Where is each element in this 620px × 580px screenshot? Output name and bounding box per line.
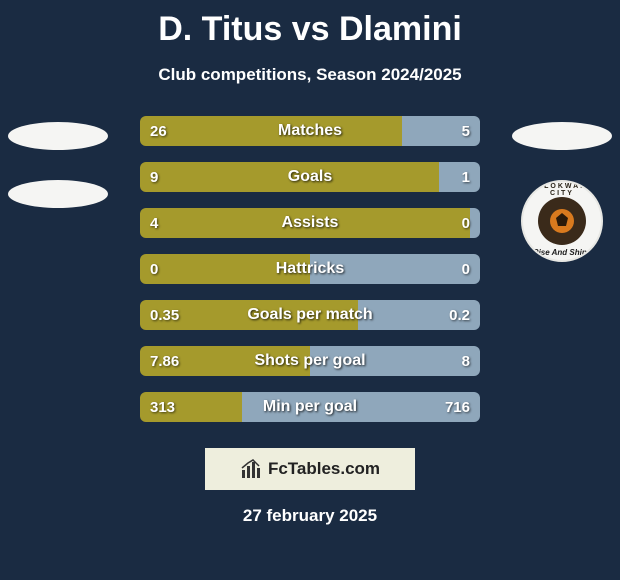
badge-top-text: POLOKWANE CITY [523,183,601,197]
club-left-logo-placeholder-1 [8,122,108,150]
stat-bar-right [439,162,480,192]
stat-row: Goals91 [140,162,480,192]
stat-bar-right [470,208,480,238]
stat-row: Shots per goal7.868 [140,346,480,376]
badge-inner-circle [538,197,586,245]
page-title: D. Titus vs Dlamini [0,0,620,49]
stat-bar-left [140,346,310,376]
stat-bar-left [140,300,358,330]
chart-icon [240,458,262,480]
footer-site-text: FcTables.com [268,459,380,479]
stat-bar-left [140,162,439,192]
stat-bar-right [242,392,480,422]
badge-bottom-text: Rise And Shine [523,248,601,257]
footer-site-box: FcTables.com [205,448,415,490]
club-right-logo-placeholder [512,122,612,150]
stat-bar-left [140,254,310,284]
stats-bars: Matches265 Goals91 Assists40 Hattricks00 Goa… [140,116,480,438]
stat-bar-left [140,116,402,146]
stat-row: Assists40 [140,208,480,238]
footer-date: 27 february 2025 [0,506,620,526]
stat-bar-left [140,208,470,238]
stat-row: Hattricks00 [140,254,480,284]
stat-row: Goals per match0.350.2 [140,300,480,330]
stat-bar-right [402,116,480,146]
subtitle: Club competitions, Season 2024/2025 [0,65,620,85]
soccer-ball-icon [545,204,579,238]
stat-bar-right [310,346,480,376]
stat-bar-right [358,300,480,330]
stat-row: Min per goal313716 [140,392,480,422]
club-right-column: POLOKWANE CITY Rise And Shine [512,122,612,262]
stat-bar-left [140,392,242,422]
club-right-badge: POLOKWANE CITY Rise And Shine [521,180,603,262]
stat-bar-right [310,254,480,284]
stat-row: Matches265 [140,116,480,146]
club-left-logo-placeholder-2 [8,180,108,208]
club-left-column [8,122,108,208]
